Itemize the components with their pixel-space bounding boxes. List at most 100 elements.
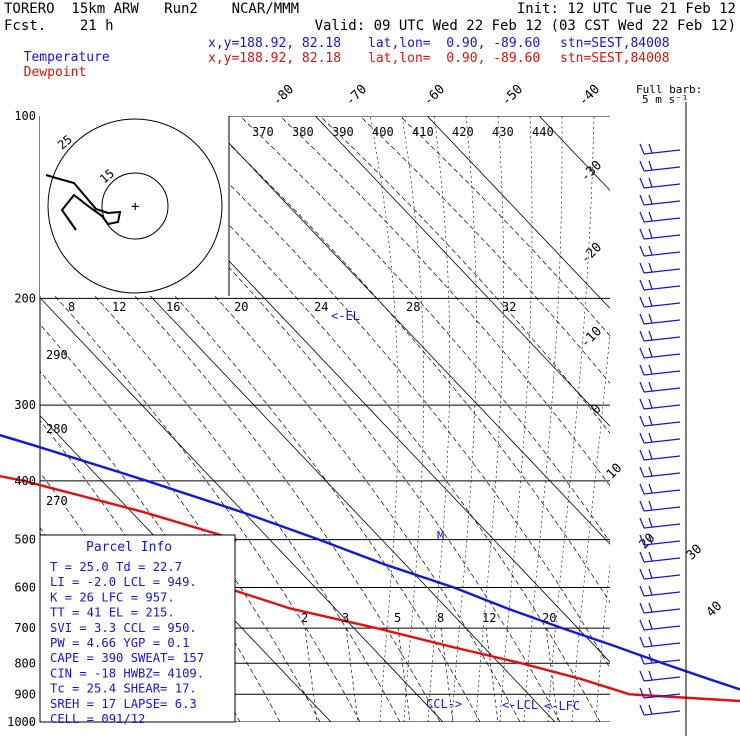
pressure-label-1000: 1000 — [7, 715, 36, 729]
pressure-label-800: 800 — [14, 656, 36, 670]
parcel-box — [39, 534, 236, 723]
moist-adiabat — [571, 329, 610, 722]
dry-adiabat — [199, 116, 610, 604]
dry-adiabat — [399, 116, 610, 337]
mixing-ratio-line — [485, 627, 499, 722]
parcel-row: CIN = -18 HWBZ= 4109. — [50, 666, 204, 680]
wind-barb — [639, 330, 681, 342]
mixing-ratio-marker: M — [437, 529, 444, 543]
lcl-annotation: <-LCL — [502, 698, 538, 712]
isotherm-line — [40, 415, 332, 722]
theta-e-label: 28 — [406, 300, 420, 314]
temperature-profile — [0, 433, 740, 691]
parcel-row: Tc = 25.4 SHEAR= 17. — [50, 682, 197, 696]
wind-barb — [639, 296, 681, 308]
isotherm-label: 40 — [704, 599, 726, 621]
wind-barb — [639, 534, 681, 546]
pressure-label-700: 700 — [14, 621, 36, 635]
isotherm-label: -40 — [576, 82, 603, 109]
pressure-label-100: 100 — [14, 109, 36, 123]
wind-barb — [639, 211, 681, 223]
el-annotation: <-EL — [331, 309, 360, 323]
theta-e-label: 32 — [502, 300, 516, 314]
temperature-station: stn=SEST,84008 — [560, 36, 670, 51]
wind-barb — [639, 177, 681, 189]
isotherm-line — [538, 116, 610, 192]
isotherm-line — [0, 88, 7, 735]
wind-barb — [639, 500, 681, 512]
wind-barb — [639, 670, 681, 682]
wind-barb — [639, 160, 681, 172]
dry-adiabat — [319, 116, 610, 434]
wind-barb — [639, 364, 681, 376]
mixing-ratio-line — [345, 627, 359, 722]
temperature-row: Temperature — [8, 37, 110, 65]
parcel-row: CELL = 091/12 — [50, 712, 145, 726]
moist-adiabat — [451, 116, 477, 722]
parcel-row: SREH = 17 LAPSE= 6.3 — [50, 697, 197, 711]
mixing-ratio-line — [304, 627, 318, 722]
theta-label: 430 — [492, 125, 514, 139]
theta-e-label: 8 — [68, 300, 75, 314]
parcel-row: LI = -2.0 LCL = 949. — [50, 575, 197, 589]
temperature-latlon: lat,lon= 0.90, -89.60 — [368, 36, 541, 51]
moist-adiabat — [523, 116, 563, 722]
wind-barb — [639, 466, 681, 478]
wind-barb — [639, 483, 681, 495]
wind-key-line1: Full barb: — [636, 83, 702, 96]
theta-e-label: 20 — [234, 300, 248, 314]
isotherm-label: -70 — [343, 82, 370, 109]
isotherm-label: 10 — [604, 461, 626, 483]
theta-label: 400 — [372, 125, 394, 139]
lfc-annotation: <-LFC — [544, 699, 580, 713]
wind-barb — [639, 143, 681, 155]
theta-e-left-label: 270 — [46, 494, 68, 508]
hodograph-ring-inner — [101, 172, 169, 240]
theta-label: 390 — [332, 125, 354, 139]
wind-barb — [639, 687, 681, 699]
isotherm-label: -50 — [499, 82, 526, 109]
wind-barb — [639, 568, 681, 580]
dewpoint-latlon: lat,lon= 0.90, -89.60 — [368, 51, 541, 66]
parcel-row: K = 26 LFC = 957. — [50, 590, 175, 604]
wind-barb — [639, 347, 681, 359]
wind-barb — [639, 228, 681, 240]
hodograph-trace — [45, 174, 122, 231]
parcel-row: CAPE = 390 SWEAT= 157 — [50, 651, 204, 665]
dry-adiabat — [40, 236, 401, 722]
pressure-label-500: 500 — [14, 533, 36, 547]
wind-barbs: Full barb:5 m s⁻¹ — [636, 83, 702, 736]
mixing-ratio-label: 5 — [394, 611, 401, 625]
dewpoint-label: Dewpoint — [23, 65, 87, 80]
theta-e-label: 12 — [112, 300, 126, 314]
pressure-label-300: 300 — [14, 398, 36, 412]
wind-barb — [639, 398, 681, 410]
isotherm-line — [40, 297, 444, 722]
theta-label: 380 — [292, 125, 314, 139]
mixing-ratio-label: 20 — [542, 611, 556, 625]
isotherm-label: -80 — [270, 82, 297, 109]
wind-barb — [639, 636, 681, 648]
parcel-info-box: Parcel Info T = 25.0 Td = 22.7LI = -2.0 L… — [39, 534, 236, 726]
wind-barb — [639, 585, 681, 597]
valid-time: Valid: 09 UTC Wed 22 Feb 12 (03 CST Wed … — [314, 18, 736, 34]
mixing-ratio-line — [440, 627, 454, 722]
dry-adiabat — [159, 116, 610, 669]
wind-barb — [639, 415, 681, 427]
model-title: TORERO 15km ARW Run2 NCAR/MMM — [4, 1, 300, 17]
pressure-label-400: 400 — [14, 474, 36, 488]
mixing-ratio-label: 8 — [437, 611, 444, 625]
moist-adiabat — [547, 116, 595, 722]
theta-e-left-label: 290 — [46, 348, 68, 362]
dry-adiabat — [279, 116, 610, 487]
wind-barb — [639, 262, 681, 274]
moist-adiabat — [401, 116, 425, 722]
moist-adiabat — [595, 563, 610, 722]
hodograph-center: + — [131, 199, 139, 215]
wind-barb — [639, 551, 681, 563]
mixing-ratio-label: 3 — [342, 611, 349, 625]
isotherm-label: 0 — [588, 401, 604, 417]
isotherm-line — [202, 116, 610, 545]
